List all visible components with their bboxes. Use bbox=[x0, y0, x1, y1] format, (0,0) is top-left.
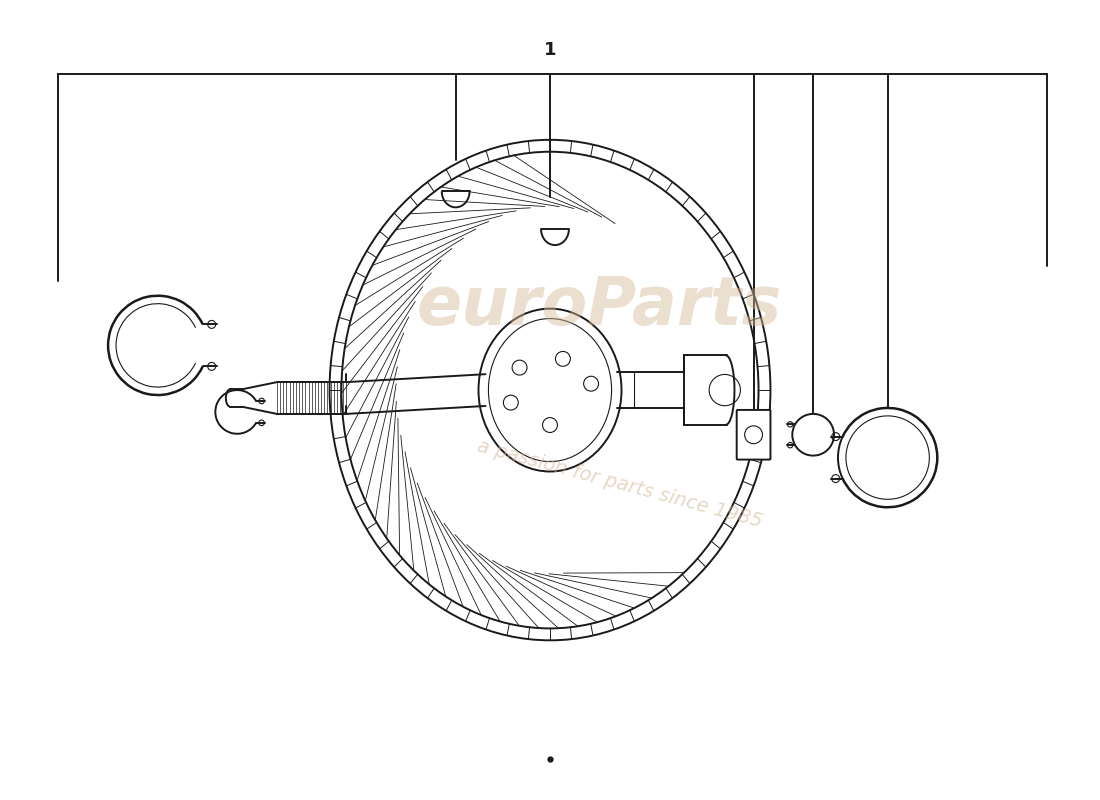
FancyBboxPatch shape bbox=[737, 410, 770, 459]
Text: euroParts: euroParts bbox=[417, 273, 782, 338]
Circle shape bbox=[556, 351, 571, 366]
Circle shape bbox=[513, 360, 527, 375]
Text: a passion for parts since 1985: a passion for parts since 1985 bbox=[475, 437, 764, 532]
Circle shape bbox=[504, 395, 518, 410]
Circle shape bbox=[584, 376, 598, 391]
Ellipse shape bbox=[478, 309, 622, 471]
Circle shape bbox=[542, 418, 558, 433]
Text: 1: 1 bbox=[543, 42, 557, 59]
Ellipse shape bbox=[330, 140, 770, 640]
